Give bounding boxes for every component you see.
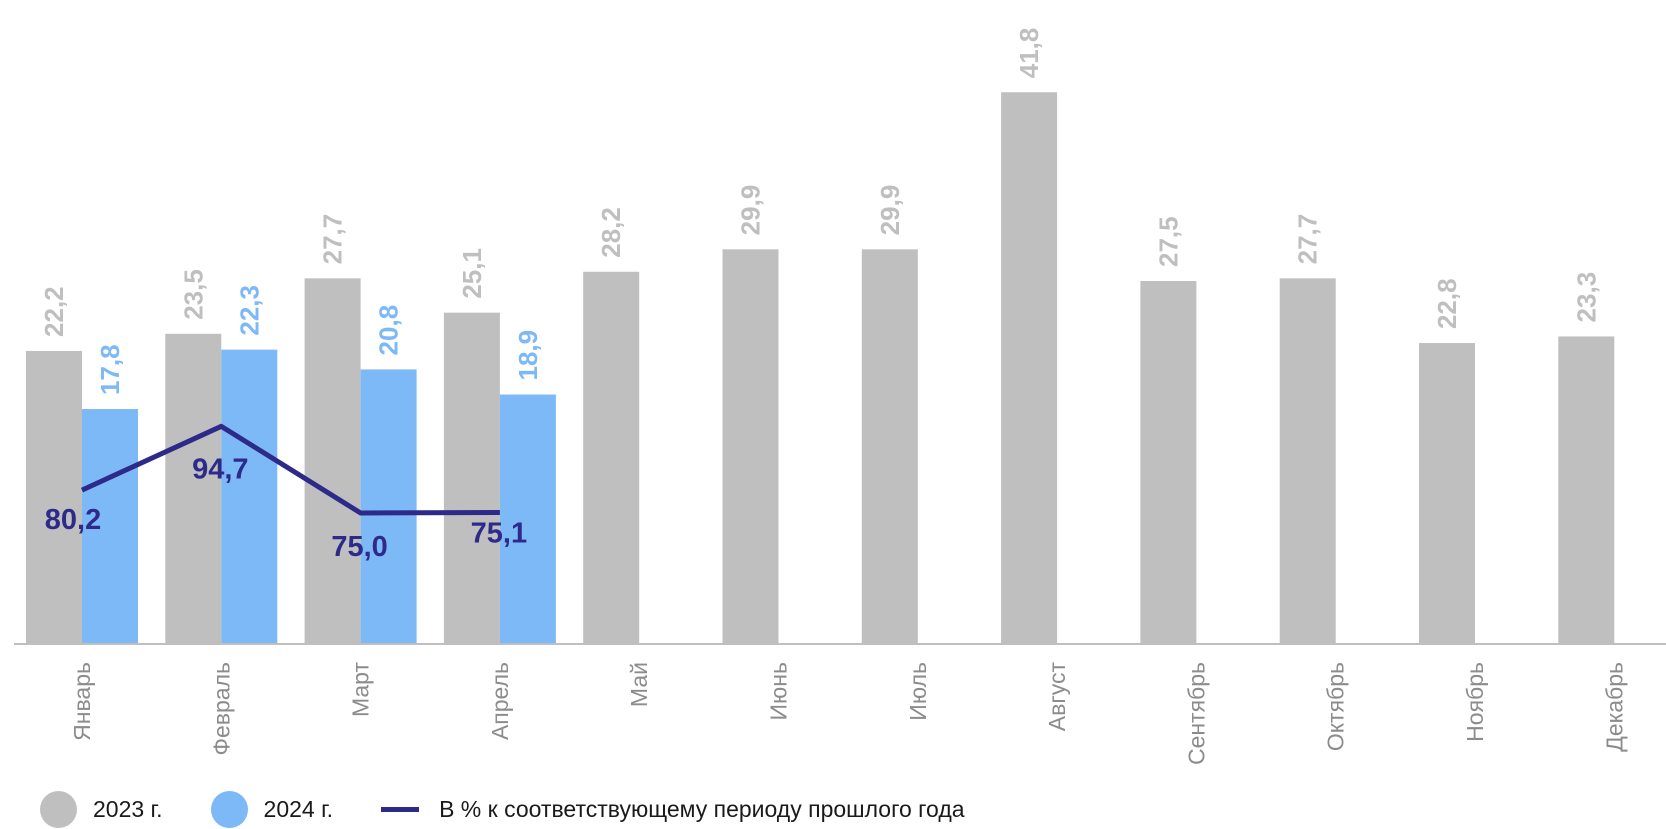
bar-2023-6 (722, 249, 779, 644)
legend-swatch-line (381, 806, 420, 812)
xtick-10: Октябрь (1323, 662, 1349, 751)
chart: 22,2 17,8 Январь 23,5 22,3 Февраль 27,7 20,8 Мар… (14, 28, 1666, 765)
xtick-1: Январь (69, 662, 95, 741)
legend-label-2023: 2023 г. (93, 795, 163, 822)
bar-2024-4 (499, 394, 556, 644)
legend-item-2023: 2023 г. (40, 790, 163, 828)
legend-label-2024: 2024 г. (263, 795, 334, 822)
line-label-2: 94,7 (192, 453, 248, 485)
bar-2023-9 (1140, 281, 1197, 644)
bar-2023-10 (1279, 278, 1336, 644)
xtick-2: Февраль (208, 662, 234, 755)
xtick-6: Июнь (766, 662, 792, 720)
line-label-1: 80,2 (45, 504, 101, 536)
legend-swatch-2024 (210, 790, 248, 828)
label-2024-3: 20,8 (374, 305, 404, 356)
bar-2023-12 (1558, 336, 1615, 644)
xtick-8: Август (1044, 662, 1070, 732)
bar-2023-4 (443, 312, 500, 644)
legend-item-line: В % к соответствующему периоду прошлого … (381, 795, 965, 823)
bar-2023-7 (861, 249, 918, 644)
legend-swatch-2023 (40, 790, 77, 828)
bar-2023-5 (583, 271, 640, 644)
bar-2024-3 (360, 369, 417, 644)
line-label-4: 75,1 (471, 518, 527, 550)
line-label-3: 75,0 (331, 531, 387, 563)
bar-2024-2 (221, 349, 278, 644)
xtick-5: Май (626, 662, 652, 707)
legend-item-2024: 2024 г. (210, 790, 334, 828)
bar-2023-2 (165, 333, 222, 644)
label-2023-1: 22,2 (39, 286, 69, 337)
xtick-9: Сентябрь (1183, 662, 1209, 765)
label-2024-4: 18,9 (513, 330, 543, 381)
xtick-4: Апрель (487, 662, 513, 740)
label-2023-7: 29,9 (875, 185, 905, 236)
label-2023-9: 27,5 (1153, 216, 1183, 267)
xtick-11: Ноябрь (1462, 662, 1488, 742)
label-2023-12: 23,3 (1571, 272, 1601, 323)
label-2023-5: 28,2 (596, 207, 626, 258)
xtick-7: Июль (905, 662, 931, 721)
legend-label-line: В % к соответствующему периоду прошлого … (439, 795, 965, 822)
label-2023-6: 29,9 (736, 185, 766, 236)
label-2024-1: 17,8 (95, 344, 125, 395)
bar-2023-8 (1001, 92, 1058, 645)
label-2023-3: 27,7 (318, 214, 348, 265)
xtick-12: Декабрь (1601, 662, 1627, 752)
line-series-pct (80, 423, 500, 516)
label-2024-2: 22,3 (234, 285, 264, 336)
label-2023-11: 22,8 (1432, 278, 1462, 329)
label-2023-10: 27,7 (1293, 214, 1323, 265)
bar-2023-11 (1419, 343, 1475, 644)
label-2023-8: 41,8 (1014, 28, 1044, 79)
bar-2023-3 (304, 278, 361, 644)
legend: 2023 г. 2024 г. В % к соответствующему п… (40, 790, 1013, 828)
bar-2023-1 (26, 350, 82, 644)
label-2023-2: 23,5 (178, 269, 208, 320)
bar-2024-1 (82, 409, 138, 644)
label-2023-4: 25,1 (457, 248, 487, 299)
xtick-3: Март (348, 662, 374, 717)
